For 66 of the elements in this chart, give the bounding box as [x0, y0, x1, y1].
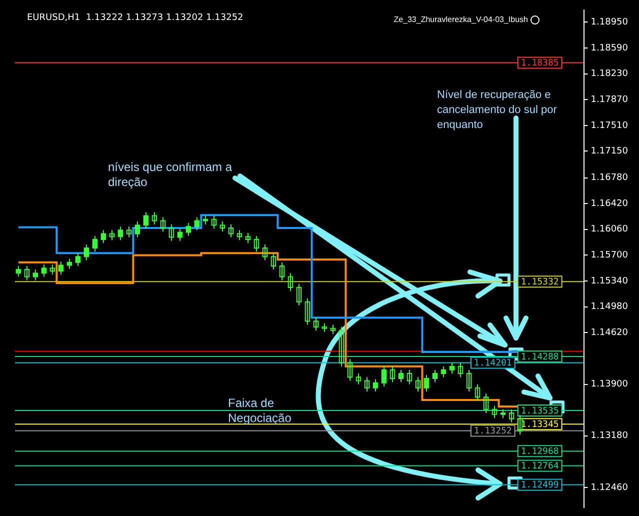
candlestick — [168, 224, 174, 242]
candlestick — [474, 384, 480, 402]
candlestick — [152, 212, 158, 225]
y-tick-label: 1.16420 — [590, 198, 628, 209]
y-tick-label: 1.12460 — [590, 482, 628, 493]
candlestick — [313, 317, 319, 331]
ref-line-label: 1.14288 — [520, 352, 559, 362]
candlestick — [406, 369, 412, 385]
annotation: Nível de recuperação e cancelamento do sul por enquanto — [437, 88, 558, 133]
candlestick — [24, 265, 30, 281]
candlestick — [492, 405, 498, 418]
candlestick — [338, 326, 344, 367]
candlestick — [220, 221, 226, 232]
candlestick — [517, 414, 523, 435]
y-tick-label: 1.18230 — [590, 69, 628, 80]
ref-line-label: 1.14201 — [474, 358, 512, 369]
annotation: Ze_33_Zhuravlerezka_V-04-03_Ibush — [392, 15, 528, 25]
candlestick — [160, 216, 166, 232]
y-tick-label: 1.17150 — [590, 146, 628, 157]
candlestick — [211, 215, 217, 230]
ref-line-label: 1.18385 — [520, 58, 559, 69]
ref-line-label: 1.12968 — [520, 446, 559, 457]
ref-line-label: 1.15332 — [520, 277, 559, 288]
y-tick-label: 1.14980 — [590, 302, 628, 312]
y-tick-label: 1.17510 — [590, 120, 628, 131]
candlestick — [347, 358, 353, 382]
candlestick — [466, 369, 472, 392]
candlestick — [109, 230, 115, 241]
candlestick — [228, 224, 234, 238]
candlestick — [262, 244, 268, 261]
chart-title: EURUSD,H1 1.13222 1.13273 1.13202 1.13252 — [27, 12, 244, 23]
annotation: níveis que confirmam a direção — [108, 160, 233, 190]
candlestick — [288, 272, 294, 292]
candlestick — [296, 283, 302, 306]
ref-line-label: 1.12499 — [520, 480, 559, 491]
candlestick — [245, 232, 251, 244]
y-tick-label: 1.16780 — [590, 173, 628, 184]
ref-line-label: 1.13252 — [474, 426, 512, 437]
y-tick-label: 1.14620 — [590, 328, 628, 338]
candlestick — [458, 362, 464, 378]
y-tick-label: 1.18950 — [590, 18, 628, 28]
y-tick-label: 1.15340 — [590, 276, 628, 286]
candlestick — [236, 230, 242, 241]
candlestick — [390, 366, 396, 383]
y-tick-label: 1.16060 — [590, 224, 628, 235]
ref-line-label: 1.13345 — [520, 420, 559, 430]
candlestick — [50, 264, 56, 276]
candlestick — [126, 226, 132, 238]
candlestick — [330, 324, 336, 335]
y-tick-label: 1.13180 — [590, 431, 628, 442]
y-tick-label: 1.15700 — [590, 250, 628, 261]
candlestick — [415, 376, 421, 392]
candlestick — [279, 262, 285, 281]
candlestick — [254, 235, 260, 252]
y-tick-label: 1.18590 — [590, 43, 628, 54]
annotation: Faixa de Negociação — [228, 396, 292, 426]
candlestick — [483, 393, 489, 414]
ref-line-label: 1.12764 — [520, 462, 559, 472]
candlestick — [508, 408, 514, 423]
candlestick — [270, 252, 276, 270]
ref-line-label: 1.13535 — [520, 406, 559, 416]
y-tick-label: 1.13900 — [590, 380, 628, 390]
y-tick-label: 1.17870 — [590, 94, 628, 105]
candlestick — [356, 373, 362, 385]
candlestick — [364, 376, 370, 392]
candlestick — [304, 298, 310, 326]
